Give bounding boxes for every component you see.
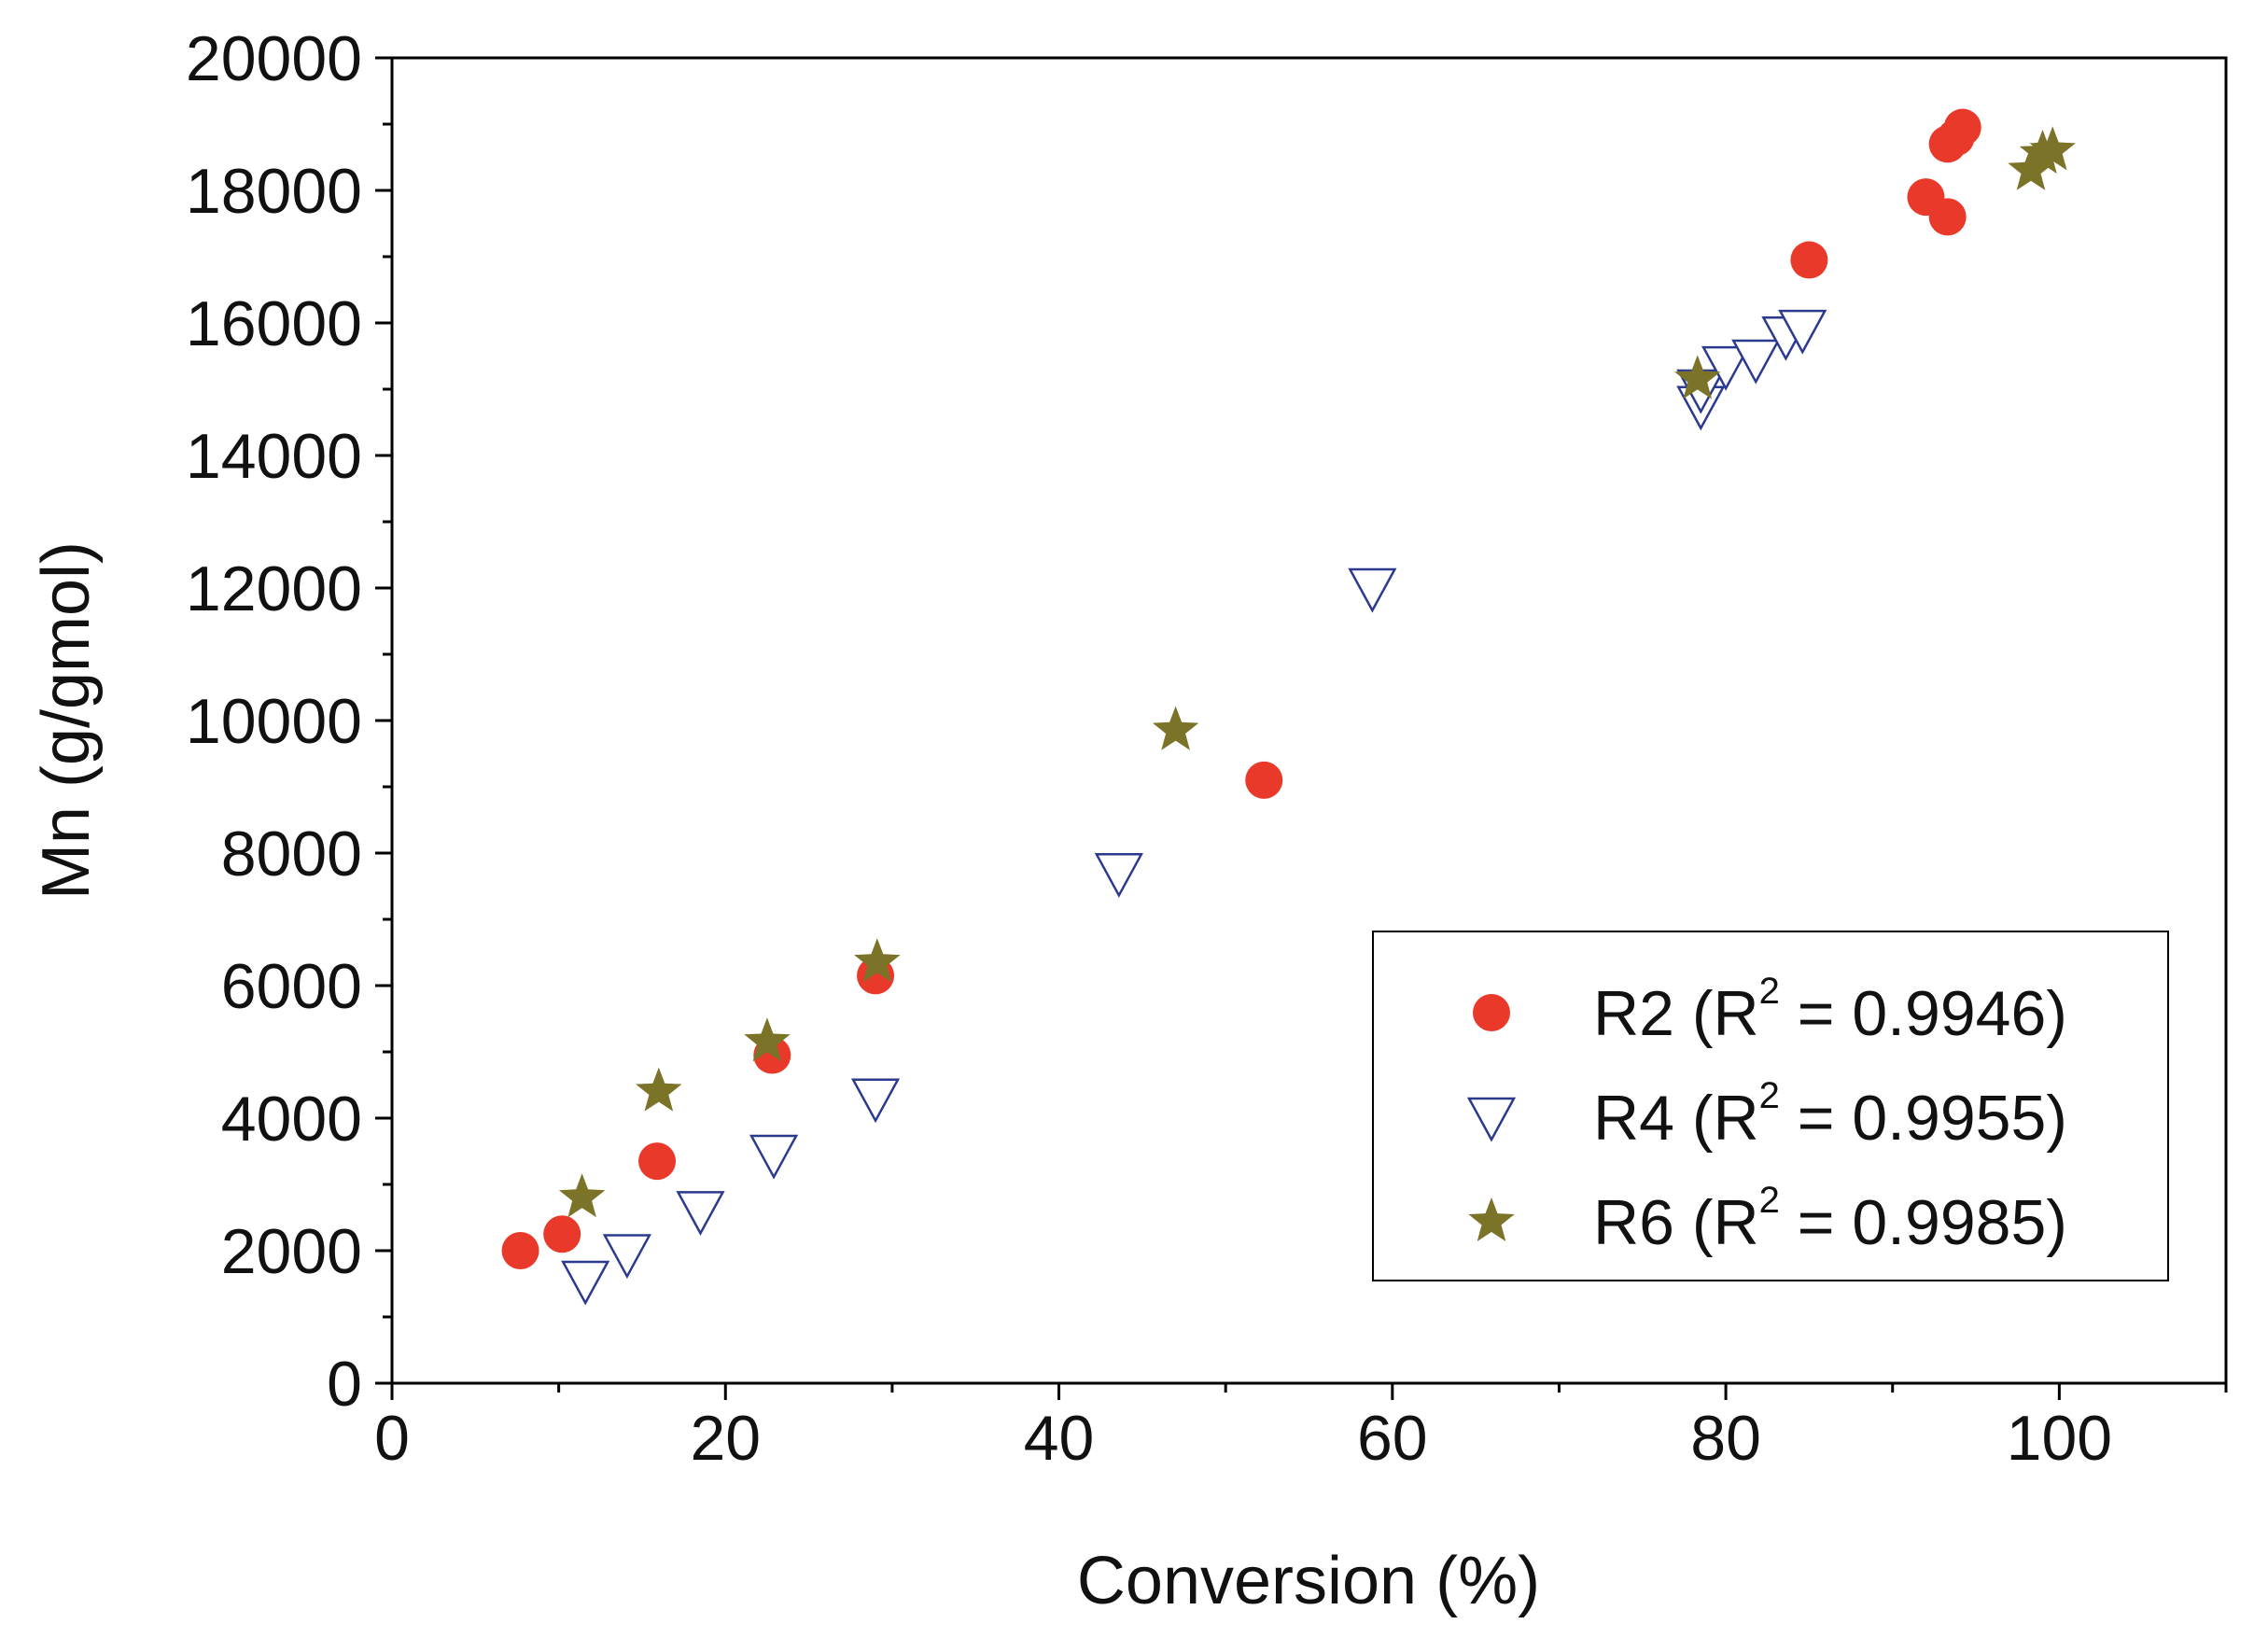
legend-entry-r2: R2 (R2 = 0.9946) xyxy=(1473,971,2067,1049)
data-point-r4 xyxy=(749,1134,799,1180)
data-point-r4 xyxy=(1094,853,1143,898)
data-point-r2 xyxy=(1943,108,1981,147)
data-point-r4 xyxy=(561,1260,610,1306)
y-tick-label: 4000 xyxy=(221,1084,362,1155)
data-point-r4 xyxy=(1778,309,1827,355)
data-point-r6 xyxy=(744,1017,791,1062)
legend-entry-r4: R4 (R2 = 0.9955) xyxy=(1466,1075,2067,1154)
y-tick-label: 20000 xyxy=(186,23,362,94)
legend-label: R6 (R2 = 0.9985) xyxy=(1593,1180,2067,1258)
x-axis: 0 20 40 60 80 100 xyxy=(374,1383,2228,1474)
points-layer xyxy=(501,108,2076,1306)
legend-label: R2 (R2 = 0.9946) xyxy=(1593,971,2067,1049)
x-tick-label: 20 xyxy=(690,1403,761,1474)
data-point-r2 xyxy=(1245,761,1283,799)
y-tick-label: 18000 xyxy=(186,156,362,227)
data-point-r2 xyxy=(501,1232,539,1269)
y-tick-label: 2000 xyxy=(221,1216,362,1287)
data-point-r6 xyxy=(854,938,901,983)
x-tick-label: 80 xyxy=(1690,1403,1761,1474)
series-r6 xyxy=(558,126,2076,1218)
y-tick-label: 14000 xyxy=(186,421,362,492)
legend-label: R4 (R2 = 0.9955) xyxy=(1593,1075,2067,1154)
data-point-r2 xyxy=(638,1142,677,1181)
legend-marker-r6 xyxy=(1468,1197,1515,1241)
data-point-r4 xyxy=(1348,567,1397,613)
y-tick-label: 0 xyxy=(327,1349,362,1420)
x-tick-label: 0 xyxy=(374,1403,410,1474)
y-tick-label: 12000 xyxy=(186,553,362,624)
data-point-r6 xyxy=(1152,706,1199,750)
data-point-r4 xyxy=(1701,345,1751,391)
y-tick-label: 8000 xyxy=(221,819,362,889)
legend-entry-r6: R6 (R2 = 0.9985) xyxy=(1468,1180,2067,1258)
y-tick-label: 6000 xyxy=(221,951,362,1022)
y-tick-label: 10000 xyxy=(186,686,362,757)
data-point-r4 xyxy=(602,1234,651,1280)
data-point-r6 xyxy=(636,1067,682,1112)
data-point-r4 xyxy=(850,1078,901,1124)
y-axis: 0 2000 4000 6000 8000 10000 12000 14000 16000 180… xyxy=(186,23,392,1420)
data-point-r4 xyxy=(676,1191,725,1237)
x-tick-label: 100 xyxy=(2007,1403,2112,1474)
y-tick-label: 16000 xyxy=(186,288,362,359)
y-axis-title: Mn (g/gmol) xyxy=(29,541,104,900)
data-point-r6 xyxy=(558,1173,606,1218)
data-point-r6 xyxy=(2029,126,2076,171)
data-point-r4 xyxy=(1731,339,1781,385)
data-point-r6 xyxy=(1674,355,1721,399)
x-tick-label: 40 xyxy=(1024,1403,1095,1474)
x-axis-title: Conversion (%) xyxy=(1077,1544,1540,1618)
legend-marker-r4 xyxy=(1466,1097,1517,1142)
data-point-r2 xyxy=(1928,198,1967,236)
data-point-r2 xyxy=(1790,241,1828,279)
legend-marker-r2 xyxy=(1473,994,1510,1031)
legend: R2 (R2 = 0.9946) R4 (R2 = 0.9955) R6 (R2 =… xyxy=(1372,931,2169,1281)
data-point-r2 xyxy=(543,1215,581,1253)
x-tick-label: 60 xyxy=(1357,1403,1428,1474)
